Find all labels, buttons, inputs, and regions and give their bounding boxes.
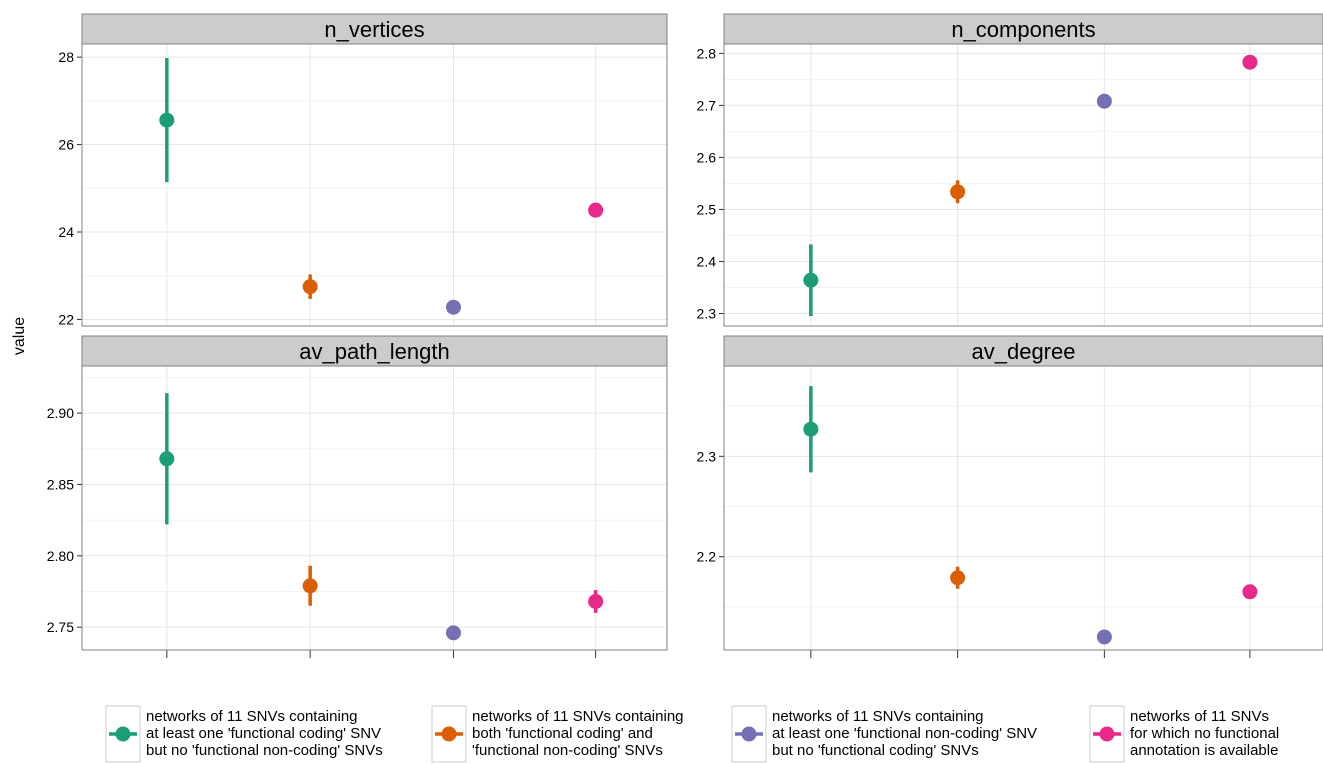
- y-tick-label: 22: [58, 311, 74, 327]
- panels-container: n_vertices 22 24 26 28 n_components 2.3 2.4 2.5 2…: [47, 13, 1323, 658]
- plot-background: [82, 366, 667, 650]
- y-tick-label: 2.90: [47, 405, 74, 421]
- y-tick-label: 24: [58, 224, 74, 240]
- legend-key-point: [1099, 726, 1115, 742]
- legend-label: but no 'functional non-coding' SNVs: [146, 742, 383, 759]
- y-tick-label: 2.4: [697, 253, 717, 269]
- data-point: [588, 202, 604, 218]
- y-tick-label: 2.8: [697, 45, 717, 61]
- legend-label: networks of 11 SNVs containing: [472, 708, 684, 725]
- y-axis-label: value: [11, 317, 28, 355]
- data-point: [1096, 629, 1112, 645]
- data-point: [159, 451, 175, 467]
- legend-label: both 'functional coding' and: [472, 725, 653, 742]
- panel-n-components: n_components 2.3 2.4 2.5 2.6 2.7 2.8: [697, 13, 1323, 327]
- y-tick-label: 2.3: [697, 306, 717, 322]
- panel-n-vertices: n_vertices 22 24 26 28: [58, 13, 668, 327]
- data-point: [302, 578, 318, 594]
- legend-label: networks of 11 SNVs containing: [146, 708, 358, 725]
- panel-border: [723, 365, 1323, 651]
- y-tick-label: 2.5: [697, 201, 717, 217]
- legend-key-point: [441, 726, 457, 742]
- plot-background: [724, 366, 1323, 650]
- data-point: [803, 421, 819, 437]
- data-point: [445, 625, 461, 641]
- data-point: [159, 112, 175, 128]
- strip-background: [81, 335, 668, 367]
- data-point: [1096, 93, 1112, 109]
- plot-background: [724, 44, 1323, 326]
- y-tick-label: 26: [58, 137, 74, 153]
- legend-key-point: [741, 726, 757, 742]
- data-point: [1242, 584, 1258, 600]
- data-point: [950, 184, 966, 200]
- panel-border: [81, 43, 668, 327]
- y-tick-label: 2.3: [697, 448, 717, 464]
- legend-label: at least one 'functional non-coding' SNV: [772, 725, 1037, 742]
- y-tick-label: 2.85: [47, 476, 74, 492]
- legend-label: 'functional non-coding' SNVs: [472, 742, 663, 759]
- strip-background: [723, 335, 1323, 367]
- y-tick-label: 2.80: [47, 548, 74, 564]
- strip-background: [81, 13, 668, 45]
- legend-label: at least one 'functional coding' SNV: [146, 725, 381, 742]
- legend-key-point: [115, 726, 131, 742]
- panel-av-degree: av_degree 2.2 2.3: [697, 335, 1323, 658]
- data-point: [950, 570, 966, 586]
- data-point: [445, 299, 461, 315]
- y-tick-label: 2.75: [47, 619, 74, 635]
- legend-label: networks of 11 SNVs containing: [772, 708, 984, 725]
- data-point: [588, 593, 604, 609]
- y-tick-label: 28: [58, 49, 74, 65]
- strip-background: [723, 13, 1323, 45]
- legend-label: networks of 11 SNVs: [1130, 708, 1269, 725]
- data-point: [803, 272, 819, 288]
- plot-background: [82, 44, 667, 326]
- strip-title: av_path_length: [299, 339, 449, 364]
- panel-border: [723, 43, 1323, 327]
- data-point: [1242, 54, 1258, 70]
- legend-label: for which no functional: [1130, 725, 1279, 742]
- y-tick-label: 2.2: [697, 549, 717, 565]
- strip-title: n_vertices: [324, 17, 424, 42]
- strip-title: av_degree: [972, 339, 1076, 364]
- y-tick-label: 2.6: [697, 149, 717, 165]
- legend-label: annotation is available: [1130, 742, 1278, 759]
- strip-title: n_components: [951, 17, 1095, 42]
- legend-label: but no 'functional coding' SNVs: [772, 742, 979, 759]
- y-tick-label: 2.7: [697, 97, 717, 113]
- panel-border: [81, 365, 668, 651]
- data-point: [302, 279, 318, 295]
- panel-av-path-length: av_path_length 2.75 2.80 2.85 2.90: [47, 335, 668, 658]
